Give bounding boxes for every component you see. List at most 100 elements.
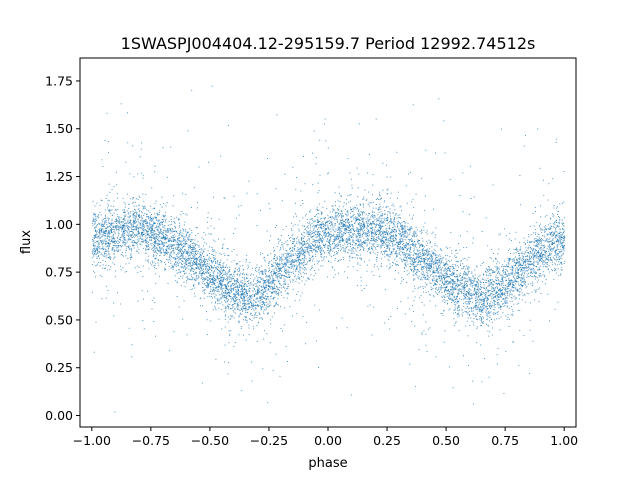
data-point — [378, 220, 380, 222]
data-point — [525, 262, 526, 264]
data-point — [351, 178, 353, 180]
data-point — [290, 240, 292, 242]
data-point — [380, 240, 382, 242]
data-point — [489, 294, 491, 296]
data-point — [188, 238, 190, 240]
data-point — [260, 209, 261, 211]
data-point — [405, 265, 407, 267]
data-point — [355, 216, 357, 218]
data-point — [281, 263, 283, 265]
data-point — [428, 264, 430, 266]
data-point — [332, 228, 334, 230]
data-point — [505, 303, 507, 305]
data-point — [440, 287, 442, 289]
data-point — [501, 305, 503, 307]
data-point — [168, 261, 169, 263]
data-point — [232, 304, 233, 306]
data-point — [105, 246, 107, 248]
data-point — [209, 296, 211, 298]
data-point — [341, 226, 343, 228]
data-point — [133, 247, 135, 249]
data-point — [257, 281, 259, 282]
data-point — [94, 236, 96, 238]
data-point — [146, 213, 147, 215]
data-point — [516, 259, 518, 261]
data-point — [464, 297, 466, 299]
data-point — [130, 238, 132, 240]
data-point — [415, 257, 417, 259]
data-point — [417, 253, 419, 255]
data-point — [167, 228, 169, 230]
data-point — [126, 193, 128, 195]
data-point — [469, 303, 471, 305]
data-point — [511, 300, 513, 302]
data-point — [458, 309, 460, 311]
data-point — [243, 300, 245, 302]
data-point — [381, 244, 383, 246]
data-point — [425, 262, 427, 264]
data-point — [361, 236, 363, 238]
data-point — [401, 228, 403, 230]
data-point — [145, 220, 147, 222]
data-point — [97, 246, 99, 248]
data-point — [250, 278, 252, 280]
data-point — [543, 260, 545, 261]
data-point — [323, 224, 325, 226]
data-point — [167, 245, 169, 247]
data-point — [149, 227, 151, 229]
data-point — [422, 273, 424, 275]
data-point — [216, 268, 218, 270]
data-point — [266, 284, 268, 286]
data-point — [256, 270, 258, 272]
data-point — [482, 306, 484, 308]
data-point — [401, 226, 402, 228]
data-point — [440, 285, 442, 287]
data-point — [204, 261, 205, 263]
data-point — [267, 158, 268, 159]
data-point — [184, 286, 186, 288]
data-point — [418, 271, 420, 272]
data-point — [207, 276, 209, 278]
data-point — [206, 281, 208, 283]
data-point — [226, 284, 228, 286]
data-point — [122, 211, 124, 213]
data-point — [328, 221, 330, 222]
data-point — [349, 194, 351, 196]
data-point — [396, 239, 397, 241]
data-point — [357, 257, 358, 259]
data-point — [488, 305, 490, 306]
data-point — [189, 228, 191, 230]
data-point — [188, 250, 190, 252]
data-point — [129, 220, 131, 222]
data-point — [552, 249, 554, 251]
data-point — [101, 221, 103, 223]
data-point — [409, 232, 411, 234]
data-point — [326, 220, 328, 222]
data-point — [373, 220, 375, 222]
data-point — [462, 355, 464, 357]
data-point — [425, 231, 427, 233]
data-point — [250, 313, 252, 315]
data-point — [329, 233, 330, 235]
data-point — [202, 245, 204, 247]
data-point — [190, 276, 192, 278]
data-point — [558, 242, 560, 244]
data-point — [123, 233, 125, 235]
data-point — [379, 203, 381, 205]
data-point — [520, 284, 521, 285]
data-point — [213, 278, 215, 280]
data-point — [561, 258, 563, 260]
data-point — [287, 292, 289, 294]
data-point — [113, 227, 115, 228]
data-point — [353, 218, 355, 220]
data-point — [383, 242, 385, 244]
data-point — [146, 216, 148, 218]
data-point — [392, 203, 394, 205]
data-point — [487, 298, 489, 300]
data-point — [105, 255, 107, 257]
data-point — [102, 267, 104, 269]
data-point — [138, 239, 140, 241]
data-point — [340, 240, 342, 242]
data-point — [201, 262, 203, 264]
data-point — [553, 231, 555, 233]
